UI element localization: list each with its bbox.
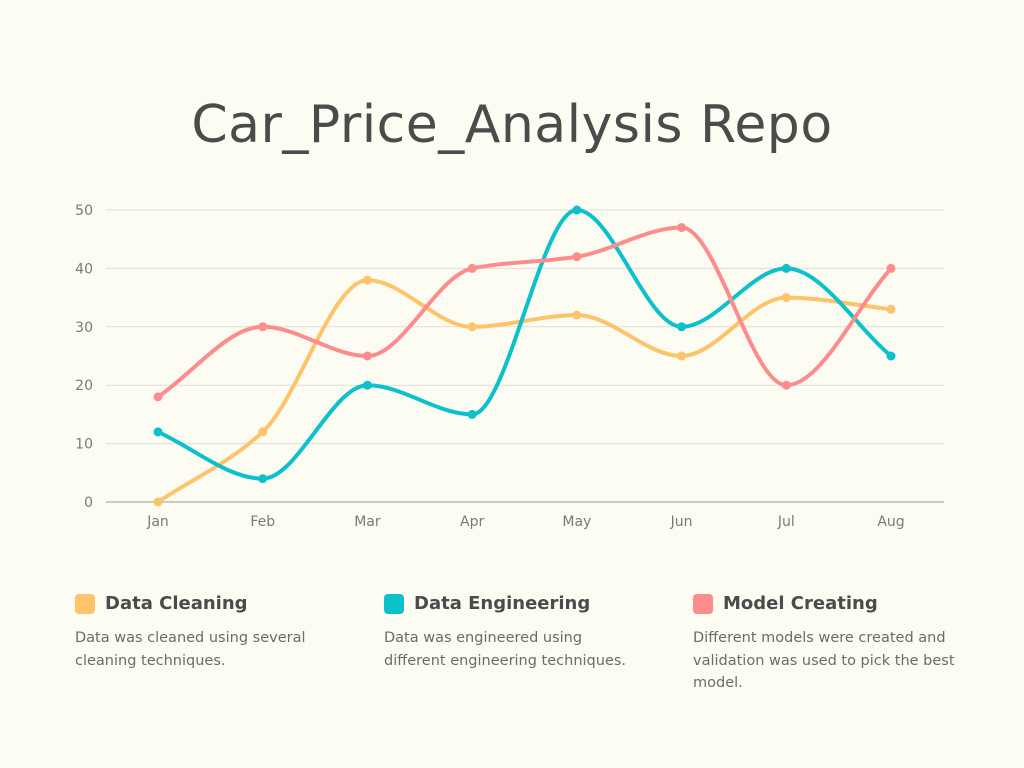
y-tick-label: 10 <box>75 437 93 453</box>
data-point-data-engineering <box>572 205 582 215</box>
data-point-data-engineering <box>467 409 477 419</box>
legend-swatch-data-cleaning <box>75 593 95 614</box>
data-point-data-cleaning <box>258 427 268 437</box>
series-lines <box>156 208 893 504</box>
legend-swatch-data-engineering <box>384 593 404 614</box>
grid-lines <box>106 209 944 503</box>
data-point-data-engineering <box>153 427 163 437</box>
x-tick-label: Aug <box>877 514 904 530</box>
series-points <box>153 205 896 507</box>
data-point-data-cleaning <box>886 304 896 314</box>
x-tick-label: Feb <box>250 514 275 530</box>
legend-item-model-creating: Model Creating Different models were cre… <box>693 593 963 695</box>
legend-label-data-cleaning: Data Cleaning <box>105 593 248 614</box>
data-point-model-creating <box>467 263 477 273</box>
data-point-data-cleaning <box>153 497 163 507</box>
data-point-model-creating <box>886 263 896 273</box>
data-point-data-engineering <box>781 263 791 273</box>
x-tick-label: Mar <box>354 514 381 530</box>
data-point-data-cleaning <box>781 293 791 303</box>
legend-item-data-engineering: Data Engineering Data was engineered usi… <box>384 593 654 672</box>
data-point-data-cleaning <box>677 351 687 361</box>
data-point-data-engineering <box>677 322 687 332</box>
y-tick-label: 0 <box>84 495 93 511</box>
data-point-data-engineering <box>258 474 268 484</box>
legend-description-data-cleaning: Data was cleaned using several cleaning … <box>75 630 306 669</box>
data-point-model-creating <box>677 223 687 233</box>
legend-description-model-creating: Different models were created and valida… <box>693 630 955 691</box>
y-tick-label: 30 <box>75 320 93 336</box>
series-line-data-cleaning <box>156 278 893 504</box>
data-point-model-creating <box>258 322 268 332</box>
x-tick-label: Jun <box>670 514 693 530</box>
data-point-data-cleaning <box>467 322 477 332</box>
x-tick-label: Jul <box>777 514 795 530</box>
data-point-data-cleaning <box>572 310 582 320</box>
legend-label-data-engineering: Data Engineering <box>414 593 591 614</box>
x-tick-label: Jan <box>146 514 169 530</box>
data-point-data-engineering <box>362 380 372 390</box>
data-point-model-creating <box>781 380 791 390</box>
legend-swatch-model-creating <box>693 593 713 614</box>
data-point-data-engineering <box>886 351 896 361</box>
data-point-model-creating <box>362 351 372 361</box>
y-tick-label: 20 <box>75 378 93 394</box>
data-point-data-cleaning <box>362 275 372 285</box>
y-tick-label: 50 <box>75 203 93 219</box>
x-tick-label: May <box>562 514 591 530</box>
data-point-model-creating <box>153 392 163 402</box>
x-axis-ticks: Jan Feb Mar Apr May Jun Jul Aug <box>146 514 904 530</box>
chart-title: Car_Price_Analysis Repo <box>191 95 833 155</box>
y-tick-label: 40 <box>75 261 93 277</box>
y-axis-ticks: 0 10 20 30 40 50 <box>75 203 93 511</box>
legend-description-data-engineering: Data was engineered using different engi… <box>384 630 627 669</box>
legend-item-data-cleaning: Data Cleaning Data was cleaned using sev… <box>75 593 345 672</box>
legend-label-model-creating: Model Creating <box>723 593 878 614</box>
data-point-model-creating <box>572 252 582 262</box>
x-tick-label: Apr <box>460 514 484 530</box>
series-line-data-engineering <box>156 208 893 481</box>
